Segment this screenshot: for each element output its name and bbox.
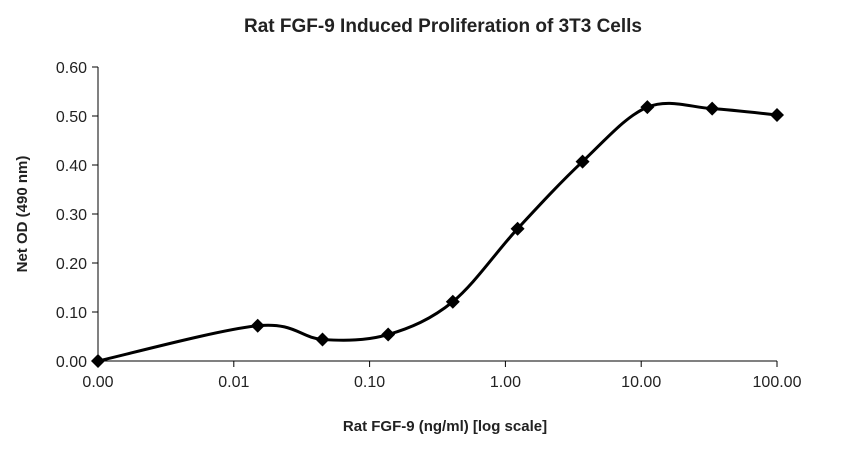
axes: [97, 67, 777, 362]
series-line: [97, 101, 778, 363]
y-ticks: 0.00 0.10 0.20 0.30 0.40 0.50 0.60: [56, 60, 98, 371]
x-tick-label: 1.00: [490, 374, 521, 391]
data-point-marker: [510, 221, 525, 236]
data-point-marker: [770, 108, 784, 123]
x-tick-label: 0.10: [354, 374, 385, 391]
data-point-marker: [575, 154, 590, 169]
data-point-marker: [91, 354, 105, 368]
x-tick-label: 0.01: [218, 374, 249, 391]
y-tick-label: 0.20: [56, 256, 87, 273]
data-point-marker: [250, 318, 265, 333]
x-ticks: 0.00 0.01 0.10 1.00 10.00 100.00: [82, 361, 802, 391]
x-axis-title: Rat FGF-9 (ng/ml) [log scale]: [343, 418, 547, 435]
y-axis-title: Net OD (490 nm): [14, 156, 31, 273]
y-tick-label: 0.50: [56, 109, 87, 126]
data-point-marker: [705, 101, 720, 116]
y-tick-label: 0.00: [56, 354, 87, 371]
x-tick-label: 0.00: [82, 374, 113, 391]
y-tick-label: 0.30: [56, 207, 87, 224]
y-tick-label: 0.10: [56, 305, 87, 322]
y-tick-label: 0.40: [56, 158, 87, 175]
data-point-marker: [445, 294, 460, 309]
data-point-marker: [381, 327, 396, 342]
x-tick-label: 10.00: [621, 374, 661, 391]
y-tick-label: 0.60: [56, 60, 87, 77]
data-point-marker: [640, 100, 655, 115]
series: [91, 100, 784, 368]
chart-title: Rat FGF-9 Induced Proliferation of 3T3 C…: [244, 16, 642, 37]
x-tick-label: 100.00: [753, 374, 802, 391]
data-point-marker: [315, 332, 330, 347]
